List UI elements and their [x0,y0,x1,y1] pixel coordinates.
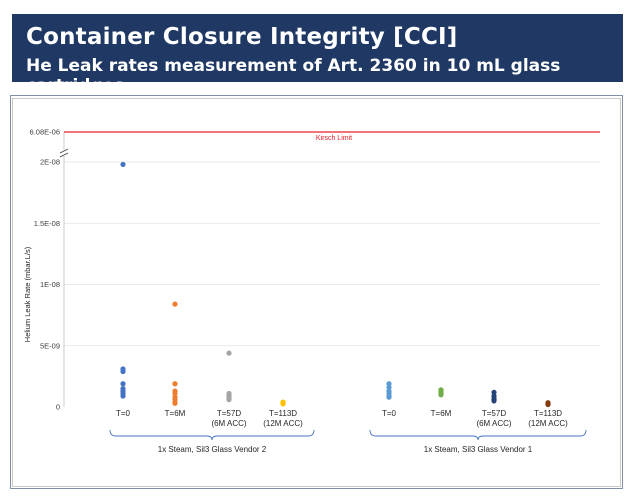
group-bracket [109,429,315,441]
data-point [491,389,497,395]
data-point [386,394,392,400]
data-point [172,301,178,307]
data-point [280,401,286,407]
category-label: T=6M [165,409,186,418]
chart-frame [10,95,623,489]
category-label-sub: (12M ACC) [528,419,568,428]
category-label: T=57D [217,409,241,418]
y-tick-label: 1.5E-08 [34,219,60,228]
category-label: T=113D [269,409,297,418]
slide-title: Container Closure Integrity [CCI] [26,24,458,50]
data-point [438,392,444,398]
data-point [172,381,178,387]
data-point [226,397,232,403]
category-label: T=57D [482,409,506,418]
y-tick-label: 0 [56,403,60,412]
category-label: T=6M [431,409,452,418]
category-label-sub: (12M ACC) [263,419,303,428]
kirsch-limit-label: Kirsch Limit [316,135,352,142]
data-point [386,381,392,387]
limit-tick-label: 6.08E-06 [30,128,60,137]
data-point [120,393,126,399]
axis-break-mark [59,152,69,158]
axis-break-mark [59,148,69,154]
y-tick-label: 1E-08 [40,280,60,289]
data-point [120,161,126,168]
data-point [545,401,551,408]
data-point [120,368,126,375]
data-point [172,400,178,406]
title-banner: Container Closure Integrity [CCI] He Lea… [12,14,623,96]
group-bracket [369,429,587,441]
data-point [120,381,126,387]
group-label: 1x Steam, Sil3 Glass Vendor 2 [158,445,267,454]
y-tick-label: 5E-09 [40,341,60,350]
data-point [226,350,232,356]
data-point [172,390,178,397]
category-label-sub: (6M ACC) [476,419,511,428]
group-label: 1x Steam, Sil3 Glass Vendor 1 [424,445,533,454]
category-label-sub: (6M ACC) [211,419,246,428]
slide-subtitle: He Leak rates measurement of Art. 2360 i… [26,56,561,96]
category-label: T=0 [382,409,397,418]
data-point [491,398,497,404]
y-axis-label: Helium Leak Rate (mbar.L/s) [23,246,32,342]
data-point [386,384,392,390]
category-label: T=0 [116,409,131,418]
category-label: T=113D [534,409,562,418]
y-tick-label: 2E-08 [40,158,60,167]
